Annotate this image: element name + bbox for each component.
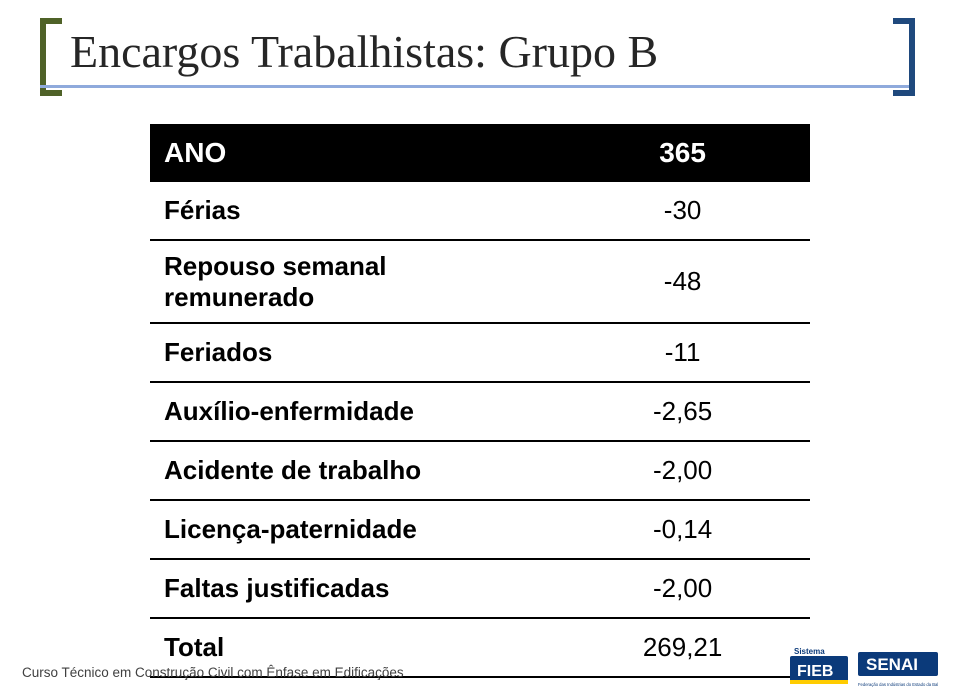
row-label: Acidente de trabalho: [150, 441, 559, 500]
fieb-top-label: Sistema: [794, 647, 825, 656]
senai-sub-label: Federação das Indústrias do Estado da Ba…: [858, 682, 938, 687]
row-value: -30: [559, 182, 810, 240]
table-header-col2: 365: [559, 124, 810, 182]
row-label: Férias: [150, 182, 559, 240]
row-label: Feriados: [150, 323, 559, 382]
bracket-right: [893, 18, 915, 96]
row-value: 269,21: [559, 618, 810, 677]
table-row: Férias -30: [150, 182, 810, 240]
footer-text: Curso Técnico em Construção Civil com Ên…: [22, 665, 404, 680]
table-row: Faltas justificadas -2,00: [150, 559, 810, 618]
row-label: Auxílio-enfermidade: [150, 382, 559, 441]
table-row: Acidente de trabalho -2,00: [150, 441, 810, 500]
title-bracket-frame: Encargos Trabalhistas: Grupo B: [40, 18, 915, 96]
table-row: Feriados -11: [150, 323, 810, 382]
fieb-logo-icon: Sistema FIEB: [790, 646, 848, 688]
row-label: Repouso semanal remunerado: [150, 240, 559, 323]
row-value: -2,00: [559, 559, 810, 618]
title-underline: [40, 85, 915, 88]
row-label: Licença-paternidade: [150, 500, 559, 559]
senai-main-label: SENAI: [866, 655, 918, 674]
row-value: -2,00: [559, 441, 810, 500]
row-value: -2,65: [559, 382, 810, 441]
logos-container: Sistema FIEB SENAI Federação das Indústr…: [790, 646, 938, 688]
data-table-container: ANO 365 Férias -30 Repouso semanal remun…: [150, 124, 810, 678]
table-row: Licença-paternidade -0,14: [150, 500, 810, 559]
row-value: -0,14: [559, 500, 810, 559]
table-header-col1: ANO: [150, 124, 559, 182]
fieb-main-label: FIEB: [797, 663, 833, 680]
row-value: -48: [559, 240, 810, 323]
row-label: Faltas justificadas: [150, 559, 559, 618]
data-table: ANO 365 Férias -30 Repouso semanal remun…: [150, 124, 810, 678]
table-row: Auxílio-enfermidade -2,65: [150, 382, 810, 441]
senai-logo-icon: SENAI Federação das Indústrias do Estado…: [858, 646, 938, 688]
slide-title: Encargos Trabalhistas: Grupo B: [70, 25, 658, 78]
row-value: -11: [559, 323, 810, 382]
table-row: Repouso semanal remunerado -48: [150, 240, 810, 323]
table-header-row: ANO 365: [150, 124, 810, 182]
